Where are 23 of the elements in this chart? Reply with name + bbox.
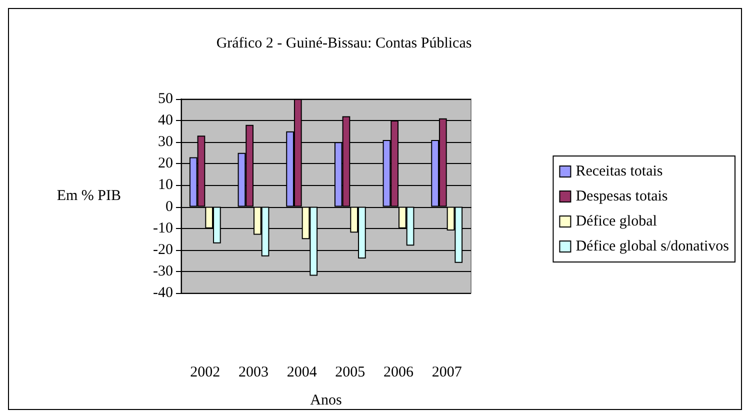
legend-label: Receitas totais (576, 164, 663, 180)
y-tick-label: 0 (166, 198, 173, 215)
x-tick-label: 2005 (335, 364, 366, 380)
legend-label: Défice global (576, 214, 657, 230)
y-tick-label: 40 (158, 112, 173, 129)
x-tick-label: 2002 (190, 364, 220, 380)
legend-label: Despesas totais (576, 188, 668, 204)
y-tick-label: 30 (158, 134, 173, 150)
y-tick-label: -30 (153, 263, 173, 280)
y-axis-title: Em % PIB (56, 188, 121, 204)
y-tick-label: -20 (153, 242, 173, 258)
x-tick-label: 2006 (384, 364, 414, 380)
x-axis-title: Anos (310, 392, 342, 408)
y-tick-label: 50 (158, 91, 173, 107)
y-tick-label: 20 (158, 156, 173, 172)
x-tick-label: 2007 (432, 364, 462, 380)
y-tick-label: 10 (158, 177, 173, 194)
x-tick-label: 2003 (238, 364, 268, 380)
legend-label: Défice global s/donativos (576, 238, 730, 254)
y-tick-label: -40 (153, 285, 173, 301)
y-tick-label: -10 (153, 220, 173, 236)
chart-title: Gráfico 2 - Guiné-Bissau: Contas Públicas (216, 36, 472, 52)
x-tick-label: 2004 (286, 364, 318, 380)
